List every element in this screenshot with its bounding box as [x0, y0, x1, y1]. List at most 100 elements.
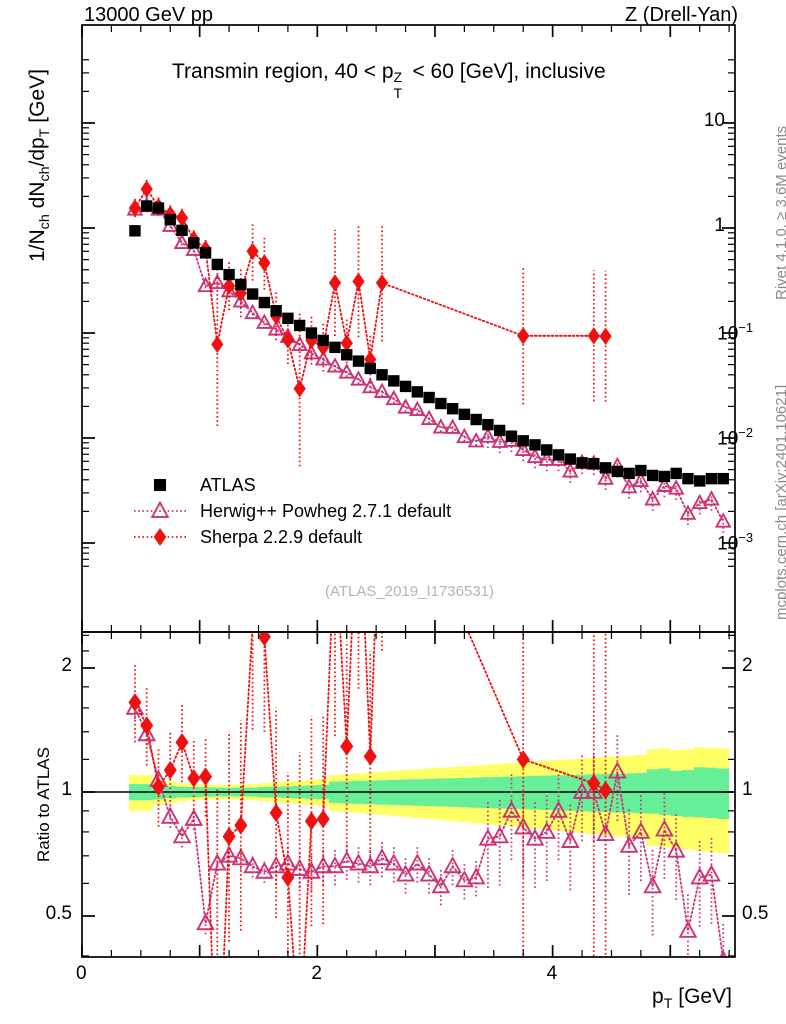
marker-square [705, 472, 718, 485]
marker-diamond [375, 274, 389, 292]
marker-square [329, 341, 341, 354]
marker-square [317, 334, 329, 347]
marker-square [293, 319, 306, 332]
marker-square [552, 449, 565, 461]
marker-triangle [373, 382, 391, 398]
marker-triangle [196, 912, 215, 931]
marker-square [305, 327, 318, 339]
marker-diamond [175, 733, 189, 752]
marker-square [246, 288, 259, 300]
marker-triangle [361, 377, 379, 394]
marker-diamond [340, 737, 354, 756]
marker-triangle [561, 462, 579, 478]
marker-square [576, 457, 588, 469]
y-tick-label-main-2: 10−1 [717, 320, 753, 345]
y-tick-label-main-1: 1 [714, 215, 725, 236]
plot-title: Transmin region, 40 < p Z T < 60 [GeV], … [172, 60, 606, 101]
marker-diamond [517, 327, 530, 345]
marker-triangle [631, 821, 651, 839]
marker-square [623, 467, 635, 480]
marker-diamond [140, 180, 153, 198]
marker-triangle [655, 819, 674, 837]
legend: ATLAS Herwig++ Powheg 2.7.1 default Sherpa… [132, 472, 451, 550]
herwig-ratio-line [134, 707, 724, 957]
marker-triangle [243, 855, 262, 874]
y-tick-label-ratio-0: 2 [61, 654, 72, 676]
marker-square [141, 200, 153, 212]
legend-entry-1[interactable]: Herwig++ Powheg 2.7.1 default [132, 498, 451, 524]
marker-diamond [587, 327, 600, 345]
marker-triangle [160, 806, 180, 824]
marker-diamond [211, 335, 224, 354]
header-left-label: 13000 GeV pp [84, 4, 213, 26]
marker-square [282, 312, 294, 325]
marker-diamond [281, 331, 295, 349]
marker-triangle [490, 826, 510, 844]
x-label-sub: T [663, 996, 673, 1013]
marker-triangle [643, 876, 662, 894]
x-tick-label-2: 4 [546, 963, 558, 984]
marker-square [470, 413, 482, 426]
marker-diamond [328, 274, 342, 292]
y-tick-label-main-0: 10 [703, 110, 725, 131]
marker-square [188, 237, 200, 249]
marker-diamond [128, 199, 142, 217]
marker-square [235, 278, 247, 291]
legend-label-0: ATLAS [200, 474, 256, 495]
y-tick-label-ratio-right-0: 2 [742, 654, 753, 676]
marker-square [458, 408, 471, 421]
marker-triangle [256, 313, 273, 329]
legend-marker-filled-square [154, 479, 166, 491]
marker-triangle [420, 409, 438, 425]
marker-triangle [244, 303, 261, 320]
marker-triangle [526, 447, 544, 464]
marker-triangle [560, 830, 580, 848]
marker-triangle [678, 920, 698, 938]
marker-square [270, 305, 282, 317]
marker-diamond [352, 272, 365, 291]
marker-square [399, 380, 412, 393]
marker-triangle [584, 781, 604, 799]
x-tick-label-0: 0 [76, 963, 87, 984]
marker-triangle [419, 864, 439, 882]
marker-triangle [619, 835, 639, 853]
y-tick-label-ratio-2: 0.5 [45, 903, 72, 925]
legend-marker-open-triangle [134, 500, 186, 518]
marker-square [446, 403, 459, 415]
marker-diamond [516, 750, 530, 769]
marker-square [129, 225, 141, 237]
marker-diamond [163, 760, 177, 780]
marker-triangle [538, 450, 556, 466]
plot-title-sup: Z [393, 69, 403, 86]
marker-diamond [281, 868, 295, 887]
marker-square [223, 268, 235, 281]
axes-group [81, 24, 736, 958]
y-tick-label-ratio-right-1: 1 [742, 779, 753, 800]
marker-diamond [246, 242, 259, 260]
marker-triangle [338, 363, 356, 379]
legend-marker-filled-diamond [134, 528, 186, 546]
marker-triangle [666, 840, 686, 858]
marker-diamond [222, 277, 236, 295]
marker-triangle [702, 864, 721, 882]
marker-triangle [397, 398, 414, 414]
dataset-watermark: (ATLAS_2019_I1736531) [325, 583, 495, 600]
marker-diamond [222, 827, 236, 846]
marker-triangle [208, 273, 226, 289]
marker-diamond [187, 768, 201, 788]
marker-square [682, 472, 694, 485]
marker-diamond [251, 632, 254, 634]
marker-square [599, 462, 612, 474]
plot-title-pre: Transmin region, 40 < p [172, 60, 394, 83]
legend-entry-2[interactable]: Sherpa 2.2.9 default [132, 524, 451, 550]
marker-triangle [137, 724, 157, 742]
marker-square [411, 386, 424, 398]
legend-entry-0[interactable]: ATLAS [132, 472, 451, 498]
marker-diamond [293, 379, 306, 398]
marker-square [529, 439, 541, 451]
marker-triangle [337, 850, 357, 868]
marker-triangle [185, 240, 203, 256]
marker-square [258, 296, 271, 309]
marker-triangle [125, 697, 145, 715]
